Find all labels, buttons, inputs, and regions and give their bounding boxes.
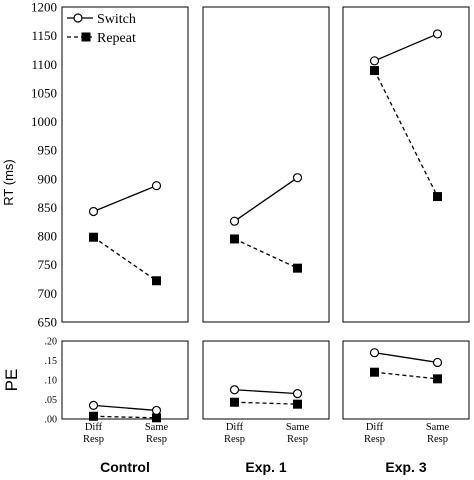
rt-repeat-point	[152, 276, 161, 286]
rt-repeat-line	[234, 238, 298, 269]
rt-tick-label: 950	[38, 143, 58, 158]
rt-switch-point	[151, 181, 162, 191]
pe-repeat-line	[93, 415, 157, 419]
rt-panel-frame	[61, 6, 189, 323]
rt-switch-point	[229, 216, 240, 226]
rt-tick-label: 1200	[31, 0, 57, 15]
x-category-label: Same	[426, 422, 450, 433]
rt-tick-label: 650	[38, 315, 58, 330]
pe-repeat-point	[433, 374, 442, 384]
legend-repeat-label: Repeat	[97, 31, 136, 46]
rt-repeat-point	[370, 66, 379, 76]
pe-switch-line	[374, 352, 438, 364]
pe-switch-point	[88, 400, 99, 410]
panel-title: Control	[100, 459, 150, 475]
pe-switch-point	[229, 385, 240, 395]
x-category-label: Resp	[287, 434, 308, 445]
rt-tick-label: 1050	[31, 85, 57, 100]
pe-panel-frame	[202, 340, 330, 420]
rt-tick-label: 750	[38, 257, 58, 272]
pe-tick-label: .05	[45, 395, 58, 406]
rt-switch-point	[432, 29, 443, 39]
pe-repeat-point	[370, 367, 379, 377]
x-category-label: Resp	[364, 434, 385, 445]
rt-switch-point	[292, 173, 303, 183]
x-category-label: Resp	[83, 434, 104, 445]
rt-tick-label: 1000	[31, 114, 57, 129]
legend-repeat-marker	[81, 32, 91, 42]
x-category-label: Diff	[366, 422, 384, 433]
pe-repeat-point	[230, 397, 239, 407]
rt-repeat-point	[230, 234, 239, 244]
rt-tick-label: 700	[38, 286, 58, 301]
pe-repeat-point	[152, 413, 161, 423]
pe-repeat-line	[374, 371, 438, 380]
x-category-label: Resp	[427, 434, 448, 445]
pe-tick-label: .00	[45, 415, 58, 426]
rt-switch-point	[88, 206, 99, 217]
pe-panel-frame	[342, 340, 470, 420]
rt-repeat-line	[373, 70, 439, 197]
rt-panel-frame	[342, 6, 470, 323]
rt-axis-label: RT (ms)	[1, 159, 16, 205]
rt-tick-label: 900	[38, 171, 58, 186]
pe-switch-point	[369, 348, 380, 358]
pe-repeat-line	[234, 401, 298, 405]
rt-switch-line	[93, 185, 157, 213]
pe-panel-frame	[61, 340, 189, 420]
panel-title: Exp. 3	[385, 459, 426, 475]
rt-switch-line	[234, 177, 298, 222]
rt-repeat-line	[93, 236, 157, 282]
rt-switch-line	[374, 33, 438, 62]
rt-repeat-point	[293, 263, 302, 273]
rt-panel-frame	[202, 6, 330, 323]
x-category-label: Resp	[146, 434, 167, 445]
x-category-label: Diff	[226, 422, 244, 433]
legend-switch-marker	[73, 13, 83, 23]
rt-tick-label: 800	[38, 229, 58, 244]
panel-title: Exp. 1	[245, 459, 286, 475]
legend: Switch Repeat	[67, 12, 136, 46]
rt-tick-label: 1100	[31, 57, 57, 72]
rt-repeat-point	[89, 232, 98, 242]
pe-tick-label: .15	[45, 356, 58, 367]
x-category-label: Diff	[85, 422, 103, 433]
pe-switch-line	[234, 389, 298, 395]
pe-switch-point	[292, 389, 303, 399]
x-category-label: Same	[286, 422, 310, 433]
x-category-label: Resp	[224, 434, 245, 445]
legend-switch-label: Switch	[97, 12, 136, 27]
pe-tick-label: .10	[45, 376, 58, 387]
rt-switch-point	[369, 56, 380, 66]
rt-tick-label: 850	[38, 200, 58, 215]
pe-tick-label: .20	[45, 337, 58, 348]
pe-repeat-point	[89, 411, 98, 421]
pe-axis-label: PE	[2, 369, 21, 392]
pe-switch-point	[151, 405, 162, 416]
rt-repeat-point	[433, 192, 442, 202]
x-category-label: Same	[145, 422, 169, 433]
pe-repeat-point	[293, 399, 302, 409]
rt-tick-label: 1150	[31, 28, 57, 43]
pe-switch-line	[93, 404, 157, 412]
pe-switch-point	[432, 357, 443, 368]
